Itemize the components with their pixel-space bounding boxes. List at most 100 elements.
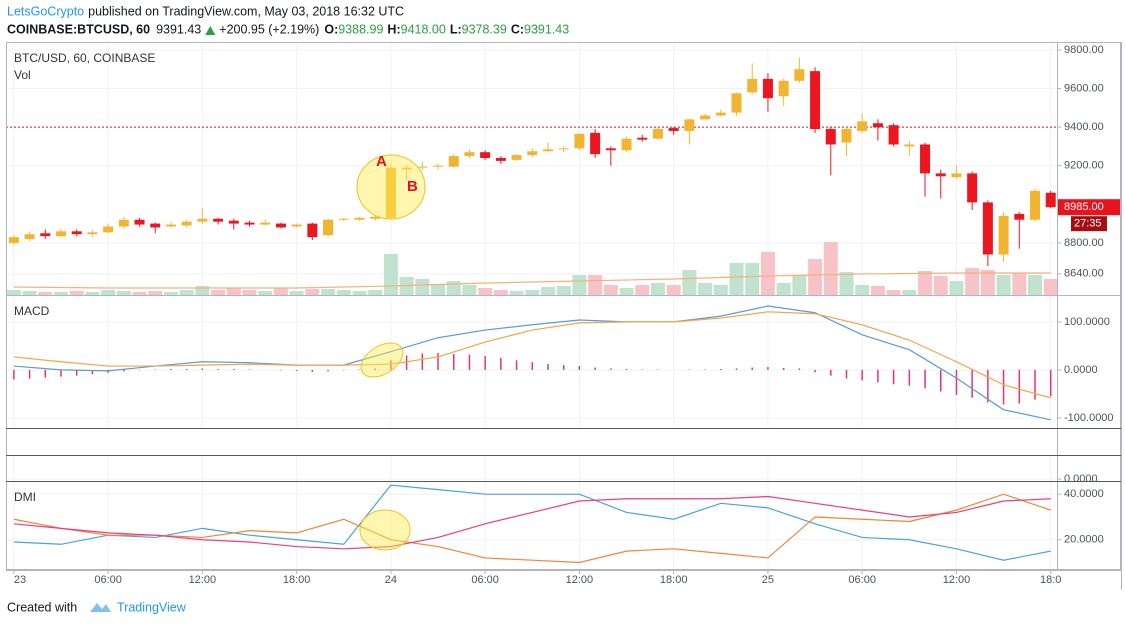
histogram-bar	[44, 369, 47, 378]
histogram-bar	[217, 368, 219, 370]
volume-bar	[698, 283, 713, 295]
author-link[interactable]: LetsGoCrypto	[7, 4, 84, 18]
candle-body	[24, 234, 35, 240]
countdown-tag	[1071, 216, 1107, 232]
volume-bar	[321, 289, 336, 295]
volume-bar	[886, 290, 901, 295]
y-tick-label: 0.0000	[1064, 364, 1098, 376]
histogram-bar	[452, 354, 455, 370]
volume-bar	[493, 290, 508, 295]
pane	[6, 42, 1057, 295]
candle-body	[103, 226, 114, 233]
x-tick-label: 18:00	[283, 574, 311, 586]
histogram-bar	[201, 368, 204, 370]
histogram-bar	[625, 368, 628, 370]
symbol: COINBASE:BTCUSD, 60	[7, 22, 150, 36]
candle-body	[872, 123, 883, 128]
histogram-bar	[91, 369, 94, 375]
histogram-bar	[782, 367, 785, 370]
x-tick-label: 12:00	[943, 574, 971, 586]
footer-brand[interactable]: TradingView	[117, 600, 187, 614]
candle-body	[495, 157, 506, 161]
volume-bar	[713, 285, 728, 295]
volume-bar	[6, 290, 21, 295]
histogram-bar	[327, 369, 329, 372]
candle-body	[1014, 213, 1025, 220]
ohlc-value: 9418.00	[401, 22, 446, 36]
candle-body	[197, 218, 208, 222]
histogram-bar	[547, 364, 549, 370]
histogram-bar	[908, 369, 911, 386]
candle-body	[951, 173, 962, 178]
histogram-bar	[405, 355, 408, 370]
histogram-bar	[1034, 369, 1036, 400]
volume-bar	[1012, 273, 1027, 295]
candle-body	[338, 218, 349, 220]
candle-body	[998, 215, 1009, 255]
candle-body	[841, 129, 852, 143]
volume-bar	[53, 292, 68, 295]
candle-body	[794, 69, 805, 81]
candle-body	[401, 167, 412, 170]
volume-bar	[258, 291, 273, 295]
histogram-bar	[1018, 369, 1021, 404]
volume-bar	[132, 292, 147, 295]
histogram-bar	[437, 353, 439, 370]
histogram-bar	[28, 369, 31, 379]
histogram-bar	[311, 369, 314, 372]
histogram-bar	[971, 369, 973, 398]
candle-body	[448, 156, 459, 167]
candle-body	[825, 129, 836, 145]
pane	[6, 295, 1057, 428]
candle-body	[87, 232, 98, 235]
candle-body	[118, 219, 129, 227]
histogram-bar	[1049, 369, 1052, 397]
candle-body	[275, 223, 286, 228]
candle-body	[542, 149, 553, 152]
candle-body	[213, 218, 224, 222]
volume-bar	[1043, 279, 1057, 295]
volume-bar	[69, 291, 84, 295]
histogram-bar	[955, 369, 958, 395]
candle-body	[747, 78, 758, 93]
price-axis: 100.0000 0.0000 -100.0000	[1057, 316, 1114, 424]
candle-body	[904, 144, 915, 147]
candle-body	[778, 80, 789, 97]
volume-bar	[792, 275, 807, 295]
candle-body	[150, 223, 161, 228]
volume-bar	[273, 288, 288, 295]
candle-body	[637, 137, 648, 140]
candle-body	[244, 222, 255, 225]
histogram-bar	[421, 353, 424, 370]
volume-bar	[85, 292, 100, 295]
candle-body	[668, 128, 679, 131]
highlight-ellipse	[360, 342, 404, 378]
histogram-bar	[939, 369, 942, 392]
histogram-bar	[185, 368, 188, 370]
histogram-bar	[484, 355, 486, 370]
candle-body	[621, 138, 632, 151]
histogram-bar	[60, 369, 62, 377]
volume-bar	[619, 288, 634, 295]
volume-bar	[540, 287, 555, 295]
volume-bar	[760, 252, 775, 295]
candle-body	[527, 151, 538, 156]
volume-bar	[870, 286, 885, 295]
volume-bar	[949, 281, 964, 295]
y-tick-label: -100.0000	[1064, 412, 1114, 424]
histogram-bar	[798, 368, 801, 370]
candle-body	[417, 166, 428, 168]
histogram-bar	[578, 366, 581, 370]
histogram-bar	[562, 365, 565, 370]
volume-bar	[336, 290, 351, 295]
volume-bar	[163, 292, 178, 295]
histogram-bar	[877, 369, 879, 383]
volume-bar	[745, 263, 760, 295]
candle-body	[55, 231, 66, 237]
series-line	[13, 311, 1051, 399]
volume-bar	[776, 283, 791, 295]
y-tick-label: 9200.00	[1064, 160, 1104, 172]
chart-frame	[6, 42, 1121, 570]
candle-body	[165, 224, 176, 227]
